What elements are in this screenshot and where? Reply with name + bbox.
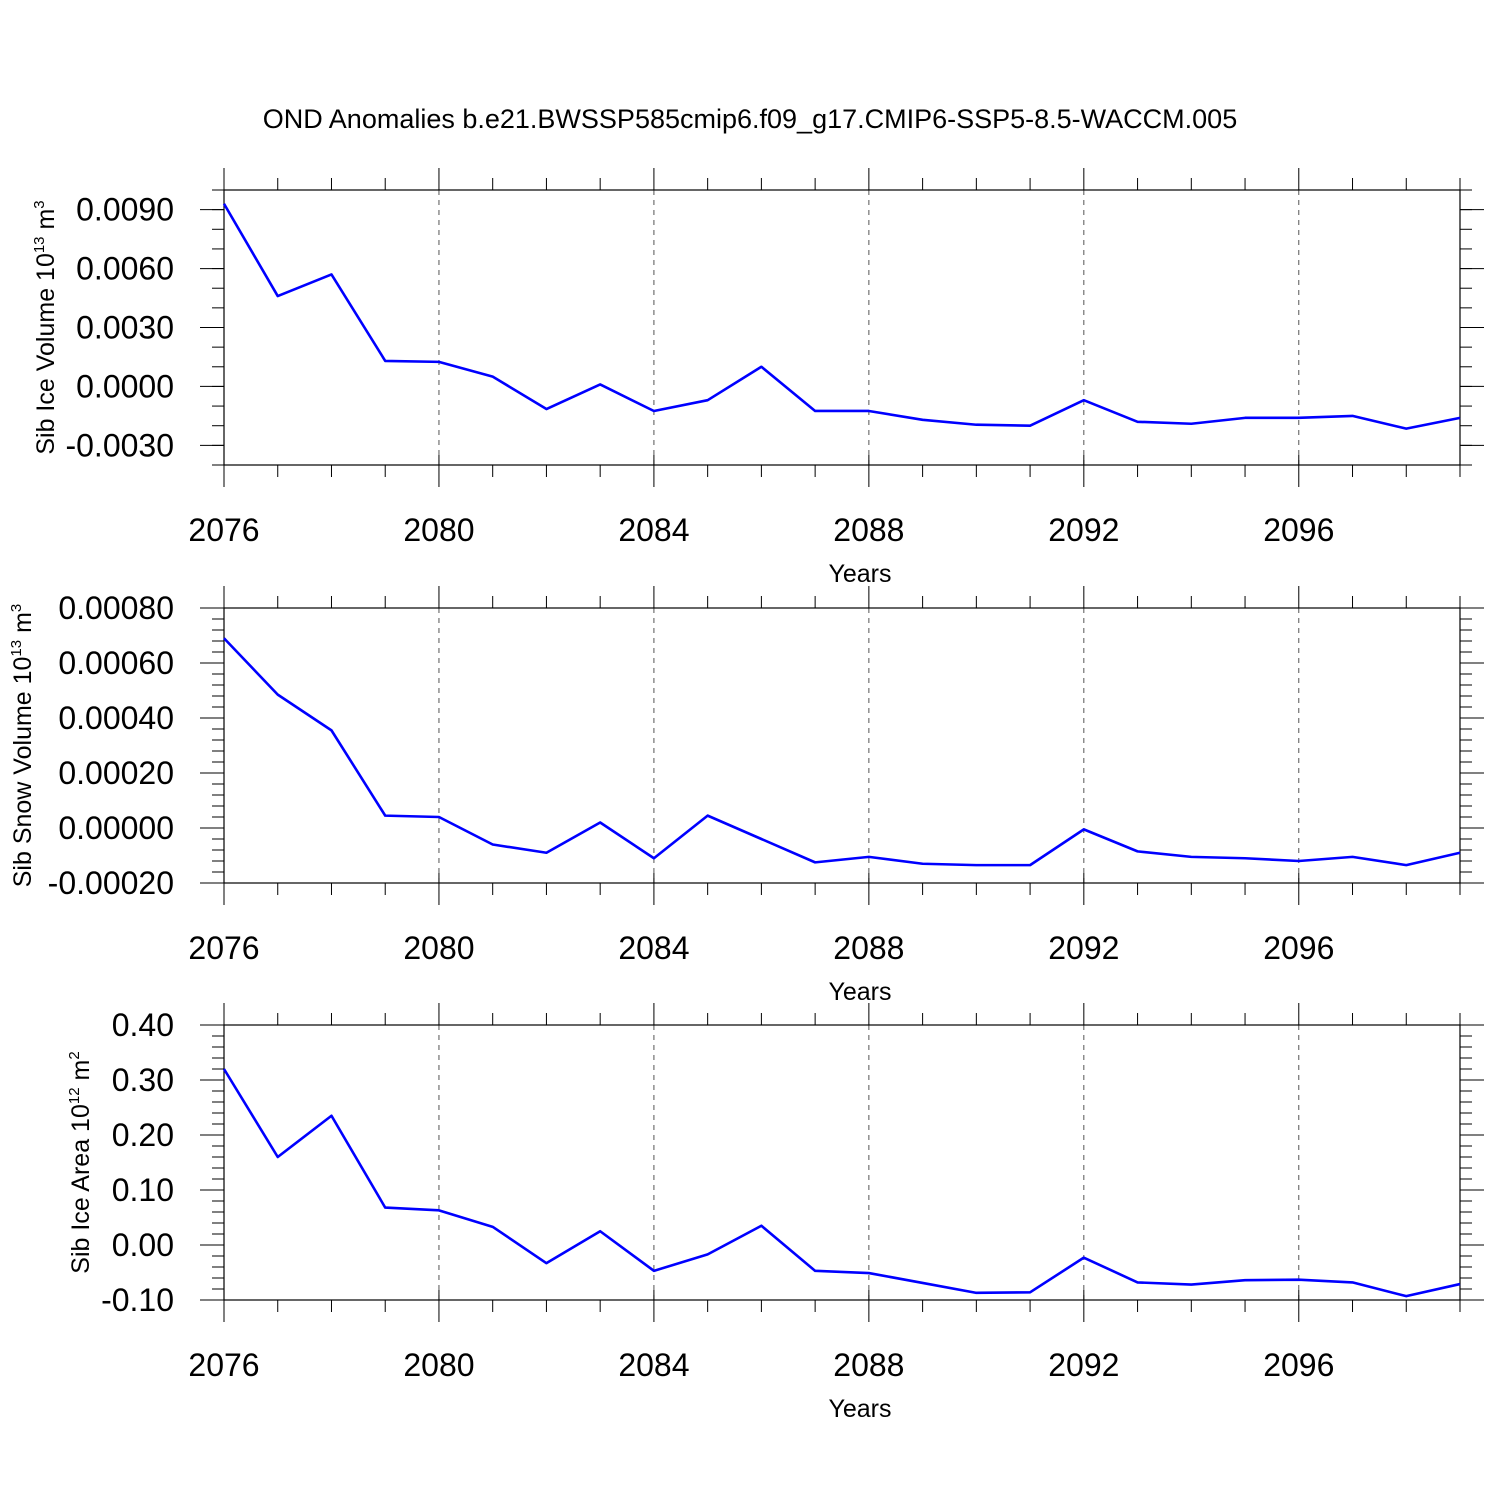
ice-volume-xtick-label: 2092 (1048, 512, 1119, 548)
figure-title: OND Anomalies b.e21.BWSSP585cmip6.f09_g1… (263, 104, 1237, 134)
ice-volume-xtick-label: 2088 (833, 512, 904, 548)
ice-volume-yaxis-title-exp: 13 (31, 236, 48, 253)
ice-volume-ytick-label: 0.0000 (76, 368, 174, 404)
snow-volume-ytick-label: -0.00020 (48, 865, 174, 901)
ice-area-ytick-label: -0.10 (101, 1282, 174, 1318)
snow-volume-xtick-label: 2096 (1263, 930, 1334, 966)
ice-volume-series-line (222, 203, 1461, 430)
ice-area-ytick-label: 0.10 (112, 1172, 174, 1208)
ice-area-yaxis-title-text: Sib Ice Area 10 (67, 1104, 95, 1274)
ice-area-ytick-label: 0.00 (112, 1227, 174, 1263)
panels: 0.0090 0.0060 0.0030 0.0000 -0.0030 2076 2080 2… (8, 168, 1484, 1423)
ice-area-yaxis-title-exp: 12 (66, 1087, 83, 1104)
ice-area-yaxis-title-unit-exp: 2 (66, 1051, 83, 1059)
ice-area-ytick-label: 0.40 (112, 1007, 174, 1043)
panel-ice-area: 0.40 0.30 0.20 0.10 0.00 -0.10 2076 2080 2084 208… (66, 1003, 1484, 1423)
snow-volume-yaxis-title-text: Sib Snow Volume 10 (9, 657, 37, 888)
ice-volume-plot-frame (223, 189, 1461, 466)
ice-volume-yaxis-title-unit: m (32, 209, 60, 237)
ice-area-xtick-label: 2096 (1263, 1347, 1334, 1383)
snow-volume-yaxis-title-unit-exp: 3 (8, 604, 25, 612)
ice-volume-yaxis-title-text: Sib Ice Volume 10 (32, 253, 60, 455)
ice-area-ytick-label: 0.20 (112, 1117, 174, 1153)
snow-volume-plot-frame (223, 607, 1461, 884)
ice-area-xtick-label: 2088 (833, 1347, 904, 1383)
ice-area-ytick-label: 0.30 (112, 1062, 174, 1098)
snow-volume-yaxis-title-exp: 13 (8, 640, 25, 657)
panel-ice-volume: 0.0090 0.0060 0.0030 0.0000 -0.0030 2076 2080 2… (31, 168, 1484, 588)
snow-volume-yaxis-title-unit: m (9, 612, 37, 640)
ice-volume-ytick-label: 0.0090 (76, 192, 174, 228)
ice-volume-xtick-label: 2096 (1263, 512, 1334, 548)
ice-area-plot-frame (223, 1024, 1461, 1301)
snow-volume-yaxis-title: Sib Snow Volume 1013 m3 (8, 604, 37, 888)
ice-area-yaxis-title: Sib Ice Area 1012 m2 (66, 1051, 95, 1273)
snow-volume-ytick-label: 0.00060 (58, 645, 174, 681)
ice-area-xtick-label: 2092 (1048, 1347, 1119, 1383)
snow-volume-xaxis-title: Years (828, 978, 891, 1006)
ice-volume-xaxis-title: Years (828, 560, 891, 588)
snow-volume-xtick-label: 2080 (403, 930, 474, 966)
ice-area-xaxis-title: Years (828, 1395, 891, 1423)
snow-volume-ytick-label: 0.00020 (58, 755, 174, 791)
ice-area-series-line (222, 1068, 1461, 1298)
ice-volume-yaxis-title: Sib Ice Volume 1013 m3 (31, 200, 60, 454)
snow-volume-ytick-label: 0.00040 (58, 700, 174, 736)
ice-area-xtick-label: 2080 (403, 1347, 474, 1383)
ice-area-yaxis-title-unit: m (67, 1060, 95, 1088)
ice-area-xtick-label: 2076 (188, 1347, 259, 1383)
snow-volume-xtick-label: 2088 (833, 930, 904, 966)
snow-volume-xtick-label: 2076 (188, 930, 259, 966)
ice-area-xtick-label: 2084 (618, 1347, 689, 1383)
ice-volume-ytick-label: 0.0030 (76, 310, 174, 346)
ice-volume-ytick-label: -0.0030 (65, 427, 174, 463)
ice-volume-xtick-label: 2076 (188, 512, 259, 548)
ice-volume-xtick-label: 2084 (618, 512, 689, 548)
ice-volume-xtick-label: 2080 (403, 512, 474, 548)
snow-volume-ytick-label: 0.00080 (58, 590, 174, 626)
ice-volume-yaxis-title-unit-exp: 3 (31, 200, 48, 208)
panel-snow-volume: 0.00080 0.00060 0.00040 0.00020 0.00000 -0.00… (8, 586, 1484, 1006)
snow-volume-ytick-label: 0.00000 (58, 810, 174, 846)
snow-volume-xtick-label: 2084 (618, 930, 689, 966)
snow-volume-xtick-label: 2092 (1048, 930, 1119, 966)
snow-volume-series-line (223, 637, 1461, 867)
ice-volume-ytick-label: 0.0060 (76, 251, 174, 287)
